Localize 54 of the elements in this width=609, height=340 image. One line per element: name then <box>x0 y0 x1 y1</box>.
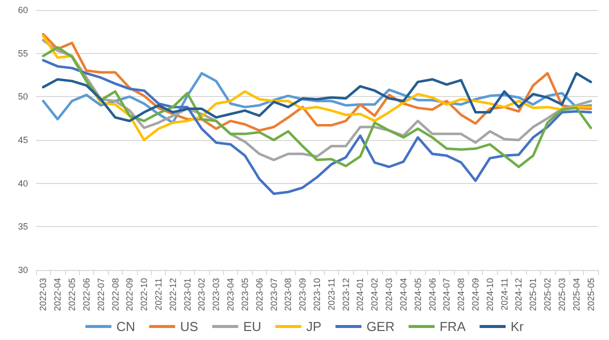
x-tick-label: 2024-10 <box>484 278 495 312</box>
legend-label: US <box>180 319 199 334</box>
x-tick-label: 2022-10 <box>139 278 150 312</box>
x-tick-label: 2022-11 <box>153 278 164 310</box>
x-tick-label: 2025-04 <box>571 278 582 312</box>
x-tick-label: 2023-06 <box>254 278 264 312</box>
y-tick-label: 40 <box>18 178 28 188</box>
x-tick-label: 2022-08 <box>110 278 120 312</box>
legend-label: Kr <box>510 319 524 334</box>
x-tick-label: 2024-01 <box>355 278 366 312</box>
legend-label: CN <box>116 319 136 334</box>
x-tick-label: 2023-04 <box>226 278 236 312</box>
x-tick-label: 2024-03 <box>384 278 394 312</box>
x-tick-label: 2023-03 <box>211 278 222 312</box>
x-tick-label: 2024-12 <box>514 278 524 312</box>
x-tick-label: 2025-03 <box>556 278 567 312</box>
x-tick-label: 2023-11 <box>326 278 336 310</box>
legend-label: JP <box>306 319 322 334</box>
x-tick-label: 2023-05 <box>240 278 250 312</box>
x-tick-label: 2025-02 <box>542 278 553 312</box>
x-tick-label: 2022-05 <box>67 278 78 312</box>
x-tick-label: 2024-04 <box>398 278 408 312</box>
x-tick-label: 2025-05 <box>586 278 596 312</box>
x-tick-label: 2024-02 <box>370 278 380 312</box>
x-tick-label: 2025-01 <box>528 278 538 312</box>
x-tick-label: 2023-09 <box>298 278 308 312</box>
x-tick-label: 2022-09 <box>124 278 135 312</box>
x-tick-label: 2023-08 <box>283 278 294 312</box>
x-tick-label: 2024-07 <box>442 278 452 312</box>
y-tick-label: 30 <box>18 265 28 275</box>
x-tick-label: 2022-04 <box>52 278 63 312</box>
y-tick-label: 35 <box>18 222 28 232</box>
x-tick-label: 2022-03 <box>38 278 48 312</box>
x-tick-label: 2023-07 <box>268 278 279 312</box>
x-tick-label: 2023-02 <box>196 278 207 312</box>
x-tick-label: 2024-08 <box>456 278 466 312</box>
legend-label: GER <box>366 319 395 334</box>
x-tick-label: 2023-12 <box>340 278 351 312</box>
x-tick-label: 2022-07 <box>96 278 106 312</box>
line-series <box>42 59 592 195</box>
y-tick-label: 45 <box>18 135 28 145</box>
y-tick-label: 60 <box>18 5 28 15</box>
y-tick-label: 55 <box>18 48 28 58</box>
x-tick-label: 2024-11 <box>499 278 510 310</box>
x-tick-label: 2022-12 <box>168 278 178 312</box>
x-tick-label: 2023-10 <box>312 278 322 312</box>
x-tick-label: 2024-09 <box>470 278 481 312</box>
legend-label: FRA <box>440 319 466 334</box>
y-tick-label: 50 <box>18 92 28 102</box>
legend-label: EU <box>243 319 262 334</box>
x-tick-label: 2023-01 <box>182 278 192 312</box>
x-tick-label: 2024-06 <box>427 278 438 312</box>
x-tick-label: 2024-05 <box>412 278 423 312</box>
x-tick-label: 2022-06 <box>81 278 92 312</box>
